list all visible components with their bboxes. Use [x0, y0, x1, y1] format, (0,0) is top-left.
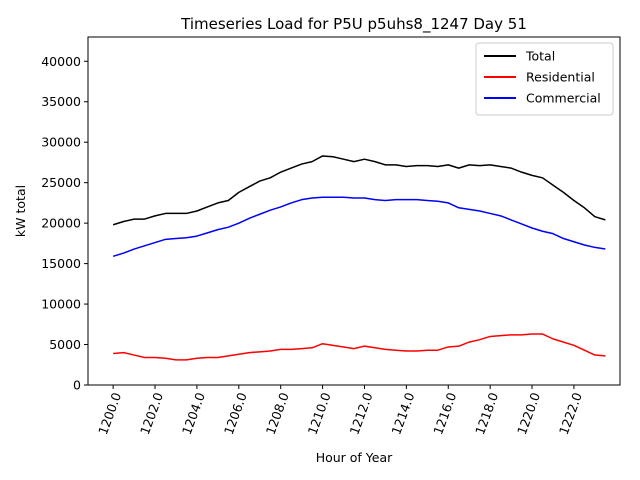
y-tick-label: 40000	[41, 54, 81, 69]
plot-lines	[112, 155, 606, 361]
legend-label-residential: Residential	[526, 70, 595, 85]
legend: Total Residential Commercial	[475, 42, 614, 116]
series-line-residential	[113, 333, 606, 361]
x-axis-label: Hour of Year	[316, 450, 393, 465]
y-tick-label: 10000	[41, 297, 81, 312]
y-tick-label: 5000	[49, 337, 81, 352]
series-line-total	[112, 155, 606, 226]
legend-label-commercial: Commercial	[526, 91, 601, 106]
legend-label-total: Total	[525, 49, 555, 64]
y-axis: 0 5000 10000 15000 20000 25000 30000 35000 40000	[41, 54, 88, 393]
y-tick-label: 20000	[41, 216, 81, 231]
y-tick-label: 35000	[41, 94, 81, 109]
y-tick-label: 30000	[41, 135, 81, 150]
y-axis-label: kW total	[13, 185, 28, 237]
series-line-commercial	[112, 196, 606, 258]
y-tick-label: 25000	[41, 175, 81, 190]
chart-title: Timeseries Load for P5U p5uhs8_1247 Day …	[180, 15, 527, 34]
plot-frame	[87, 36, 621, 386]
y-tick-label: 0	[73, 378, 81, 393]
y-tick-label: 15000	[41, 256, 81, 271]
